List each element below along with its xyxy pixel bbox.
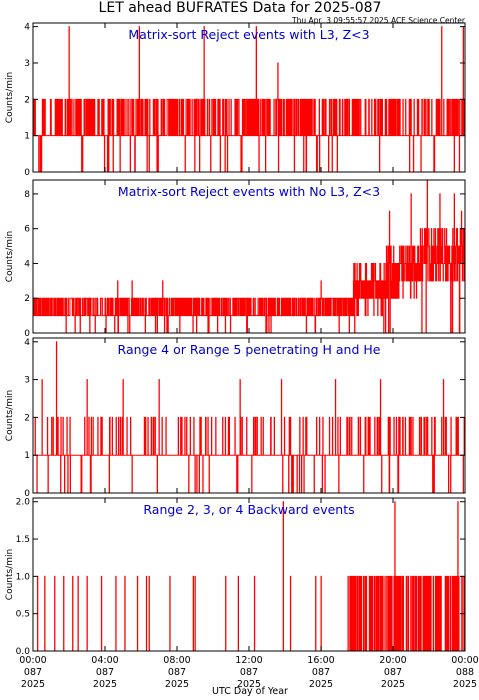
x-axis: 00:00087202504:00087202508:00087202512:0…: [19, 655, 478, 690]
x-tick-text: 16:00: [307, 655, 334, 666]
panels: 0 1 2 3 4 Matrix-sort Reject events with L3, …: [5, 22, 466, 657]
y-tick-label: 4: [24, 259, 30, 269]
x-axis-label: UTC Day of Year: [212, 686, 288, 697]
y-tick-label: 4: [24, 23, 30, 33]
y-tick-label: 3: [24, 59, 30, 69]
panel-4: 0.0 0.5 1.0 1.5 2.0 Range 2, 3, or 4 Backward…: [5, 497, 466, 657]
x-tick-text: 087: [312, 667, 330, 678]
plot-frame: [32, 22, 466, 173]
x-tick-text: 087: [240, 667, 258, 678]
y-tick-label: 1.5: [16, 535, 30, 545]
timestamp: Thu Apr 3 09:55:57 2025 ACE Science Cent…: [291, 16, 466, 25]
x-tick-text: 2025: [237, 679, 261, 690]
x-tick-text: 2025: [309, 679, 333, 690]
panel-2: 0 2 4 6 8 Matrix-sort Reject events with No L…: [5, 179, 466, 339]
y-tick-label: 0: [24, 329, 30, 339]
x-tick-text: 087: [168, 667, 186, 678]
y-tick-label: 8: [24, 190, 30, 200]
y-axis-label: Counts/min: [5, 390, 15, 441]
y-tick-label: 6: [24, 225, 30, 235]
y-tick-label: 4: [24, 338, 30, 348]
panel-3: 0 1 2 3 4 Range 4 or Range 5 penetrating H an…: [5, 337, 466, 499]
x-tick-text: 2025: [21, 679, 45, 690]
series-line: [33, 26, 465, 173]
panel-title: Range 4 or Range 5 penetrating H and He: [118, 342, 381, 357]
x-tick-text: 00:00: [451, 655, 478, 666]
panel-1: 0 1 2 3 4 Matrix-sort Reject events with L3, …: [5, 22, 466, 178]
series-line: [32, 179, 465, 334]
series-line: [33, 341, 465, 494]
x-tick-text: 04:00: [91, 655, 118, 666]
x-tick-text: 087: [24, 667, 42, 678]
y-tick-label: 0: [24, 489, 30, 499]
x-tick-text: 2025: [165, 679, 189, 690]
y-tick-label: 2: [24, 294, 30, 304]
x-tick-text: 2025: [93, 679, 117, 690]
plot-frame: [32, 337, 466, 494]
y-tick-label: 1.0: [16, 572, 31, 582]
y-axis-label: Counts/min: [5, 549, 15, 600]
x-tick-text: 087: [96, 667, 114, 678]
y-axis-label: Counts/min: [5, 231, 15, 282]
x-tick-text: 088: [456, 667, 474, 678]
y-tick-label: 3: [24, 376, 30, 386]
chart-title: LET ahead BUFRATES Data for 2025-087: [99, 0, 382, 16]
x-tick-text: 20:00: [379, 655, 406, 666]
y-tick-label: 2.0: [16, 498, 31, 508]
x-tick-text: 087: [384, 667, 402, 678]
panel-title: Matrix-sort Reject events with No L3, Z<…: [118, 184, 380, 199]
x-tick-text: 2025: [381, 679, 405, 690]
y-tick-label: 0: [24, 168, 30, 178]
x-tick-text: 12:00: [235, 655, 262, 666]
y-tick-label: 1: [24, 132, 30, 142]
y-tick-label: 2: [24, 95, 30, 105]
y-tick-label: 1: [24, 451, 30, 461]
y-tick-label: 0.0: [16, 647, 31, 657]
y-axis-label: Counts/min: [5, 72, 15, 123]
panel-title: Range 2, 3, or 4 Backward events: [143, 502, 354, 517]
y-tick-label: 2: [24, 413, 30, 423]
x-tick-text: 2025: [453, 679, 477, 690]
y-tick-label: 0.5: [16, 610, 30, 620]
x-tick-text: 00:00: [19, 655, 46, 666]
panel-title: Matrix-sort Reject events with L3, Z<3: [128, 27, 369, 42]
series-line: [33, 501, 465, 652]
x-tick-text: 08:00: [163, 655, 190, 666]
